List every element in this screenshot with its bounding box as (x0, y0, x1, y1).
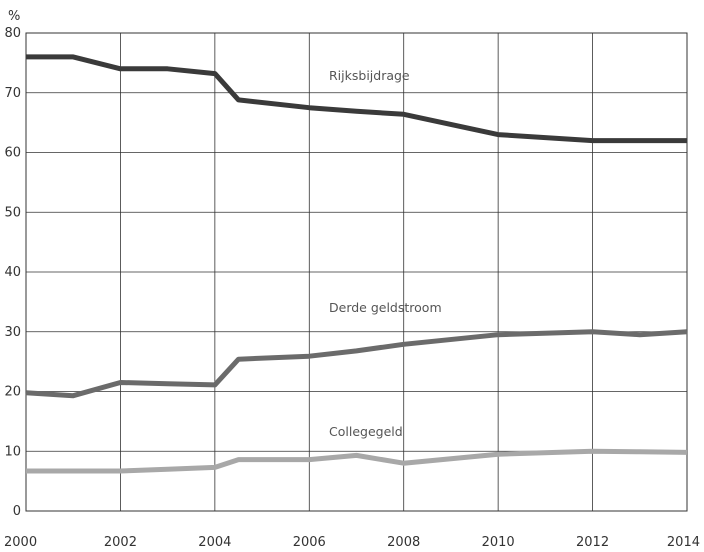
series-label-0: Rijksbijdrage (329, 68, 410, 83)
series-line-0 (26, 54, 687, 144)
y-tick-label: 40 (4, 265, 21, 280)
x-tick-label: 2002 (104, 535, 137, 550)
x-tick-label: 2008 (387, 535, 420, 550)
y-tick-label: 20 (4, 385, 21, 400)
y-tick-label: 80 (4, 26, 21, 41)
plot-frame (25, 32, 688, 512)
grid (25, 32, 688, 512)
y-axis-tick-labels: 0 10 20 30 40 50 60 70 80 (4, 26, 21, 519)
x-tick-label: 2014 (667, 535, 700, 550)
y-tick-label: 70 (4, 86, 21, 101)
series-label-2: Collegegeld (329, 424, 403, 439)
y-tick-label: 60 (4, 146, 21, 161)
x-tick-label: 2004 (198, 535, 231, 550)
x-tick-label: 2006 (293, 535, 326, 550)
y-tick-label: 0 (13, 504, 21, 519)
y-axis-unit-label: % (8, 9, 20, 24)
series-line-1 (25, 329, 688, 399)
series-lines (25, 54, 688, 474)
x-tick-label: 2010 (482, 535, 515, 550)
series-line-2 (26, 448, 688, 474)
series-label-1: Derde geldstroom (329, 300, 442, 315)
x-tick-label: 2000 (4, 535, 37, 550)
y-tick-label: 50 (4, 205, 21, 220)
y-tick-label: 30 (4, 325, 21, 340)
x-tick-label: 2012 (576, 535, 609, 550)
series-labels: Rijksbijdrage Derde geldstroom Collegegeld (329, 68, 442, 439)
y-tick-label: 10 (4, 444, 21, 459)
x-axis-tick-labels: 2000 2002 2004 2006 2008 2010 2012 2014 (4, 535, 700, 550)
